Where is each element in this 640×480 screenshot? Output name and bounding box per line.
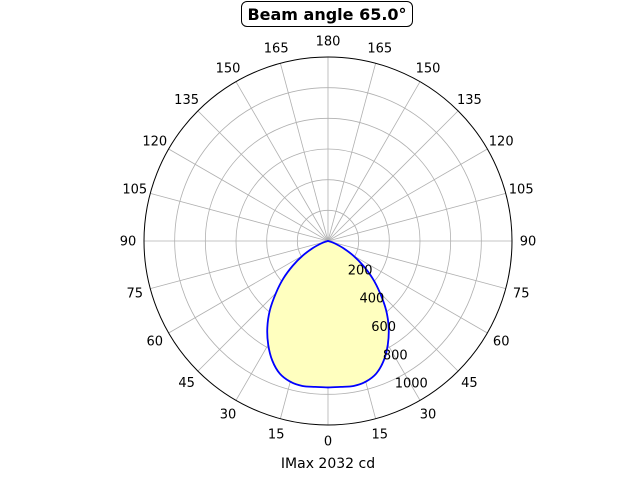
data-layer bbox=[266, 240, 390, 389]
angle-tick-label: 45 bbox=[178, 376, 195, 391]
angular-grid-line bbox=[150, 192, 329, 242]
angle-tick-label: 135 bbox=[457, 93, 482, 108]
intensity-curve-line bbox=[266, 240, 390, 389]
angular-grid-line bbox=[279, 63, 329, 242]
angular-grid-line bbox=[327, 81, 421, 242]
chart-title: Beam angle 65.0° bbox=[241, 1, 413, 27]
angle-tick-label: 15 bbox=[268, 428, 285, 443]
angle-tick-label: 165 bbox=[264, 41, 289, 56]
radial-tick-label: 600 bbox=[371, 320, 396, 335]
angle-tick-label: 150 bbox=[216, 61, 241, 76]
angle-tick-label: 90 bbox=[520, 235, 537, 250]
angle-tick-label: 75 bbox=[513, 286, 530, 301]
angular-grid-line bbox=[235, 81, 329, 242]
angle-tick-label: 30 bbox=[220, 408, 237, 423]
angular-grid-line bbox=[327, 240, 506, 290]
angular-grid-line bbox=[197, 110, 329, 242]
angular-grid-line bbox=[168, 148, 329, 242]
polar-frame-circle bbox=[143, 56, 513, 426]
angle-tick-label: 105 bbox=[509, 183, 534, 198]
angle-tick-label: 60 bbox=[493, 335, 510, 350]
angle-tick-label: 120 bbox=[489, 135, 514, 150]
angle-tick-label: 135 bbox=[174, 93, 199, 108]
angle-tick-label: 30 bbox=[420, 408, 437, 423]
angular-grid-line bbox=[327, 110, 459, 242]
angular-grid-line bbox=[150, 240, 329, 290]
angle-tick-label: 90 bbox=[120, 235, 137, 250]
angle-tick-label: 150 bbox=[416, 61, 441, 76]
angle-tick-label: 45 bbox=[461, 376, 478, 391]
angle-tick-label: 15 bbox=[372, 428, 389, 443]
angle-tick-label: 0 bbox=[324, 435, 332, 450]
radial-tick-label: 800 bbox=[383, 348, 408, 363]
angular-grid-line bbox=[327, 192, 506, 242]
angle-tick-label: 120 bbox=[142, 135, 167, 150]
angle-tick-label: 60 bbox=[147, 335, 164, 350]
radial-tick-label: 1000 bbox=[395, 377, 428, 392]
intensity-fill-area bbox=[267, 240, 389, 388]
x-axis-label: IMax 2032 cd bbox=[280, 456, 376, 472]
radial-tick-label: 400 bbox=[360, 292, 385, 307]
angular-grid-line bbox=[327, 63, 377, 242]
polar-frame bbox=[143, 56, 513, 426]
angle-tick-label: 75 bbox=[127, 286, 144, 301]
angle-tick-label: 105 bbox=[122, 183, 147, 198]
radial-tick-label: 200 bbox=[348, 263, 373, 278]
angle-tick-label: 165 bbox=[367, 41, 392, 56]
tick-labels: 0 15 30 45 60 75 90 105 120 135 150 165 180 165 150 135… bbox=[120, 35, 537, 450]
angle-tick-label: 180 bbox=[316, 35, 341, 50]
angular-grid-line bbox=[327, 148, 488, 242]
